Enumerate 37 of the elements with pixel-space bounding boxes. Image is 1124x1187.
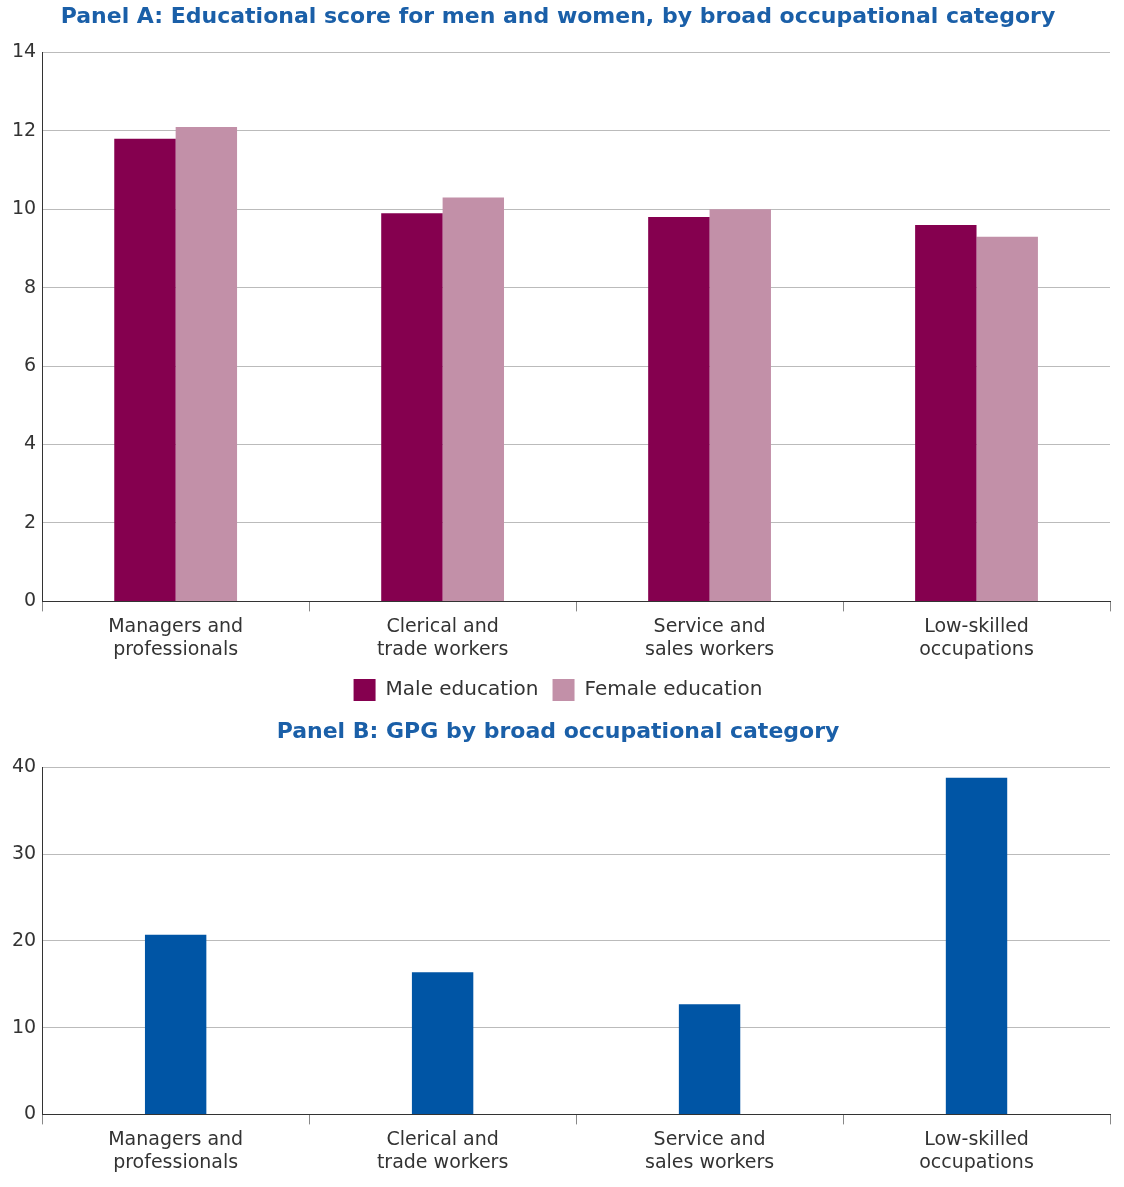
legend-label: Female education <box>584 676 763 701</box>
bar <box>381 213 443 601</box>
x-tick-label: Managers and professionals <box>108 1126 244 1172</box>
x-tick-label: Managers and professionals <box>108 613 244 659</box>
y-tick-label: 20 <box>11 927 37 950</box>
y-tick-label: 10 <box>11 1014 37 1037</box>
chart-title: Panel B: GPG by broad occupational category <box>276 717 840 743</box>
y-tick-label: 0 <box>24 1101 37 1124</box>
x-tick-label: Service and sales workers <box>644 613 775 659</box>
chart-title: Panel A: Educational score for men and women, by broad occupational category <box>60 2 1056 28</box>
bar <box>442 197 505 601</box>
x-tick-label: Low-skilled occupations <box>919 1126 1034 1172</box>
bar <box>709 209 771 601</box>
bar <box>114 138 176 601</box>
bar <box>648 217 710 601</box>
bar <box>144 934 207 1114</box>
bar <box>915 224 977 601</box>
y-tick-label: 6 <box>24 353 37 376</box>
bar <box>945 777 1008 1114</box>
bar <box>678 1004 741 1114</box>
y-tick-label: 0 <box>24 588 37 611</box>
x-tick-label: Clerical and trade workers <box>376 613 509 659</box>
x-tick-label: Service and sales workers <box>644 1126 775 1172</box>
y-tick-label: 30 <box>11 841 37 864</box>
y-tick-label: 4 <box>24 431 37 454</box>
y-tick-label: 10 <box>11 196 37 219</box>
x-tick-label: Low-skilled occupations <box>919 613 1034 659</box>
bar <box>175 126 238 601</box>
y-tick-label: 12 <box>11 117 37 140</box>
y-tick-label: 40 <box>11 754 37 777</box>
x-tick-label: Clerical and trade workers <box>376 1126 509 1172</box>
bar <box>976 236 1038 601</box>
legend-label: Male education <box>385 676 539 701</box>
y-tick-label: 14 <box>11 39 37 62</box>
bar <box>411 972 474 1114</box>
y-tick-label: 2 <box>24 509 37 532</box>
y-tick-label: 8 <box>24 274 37 297</box>
